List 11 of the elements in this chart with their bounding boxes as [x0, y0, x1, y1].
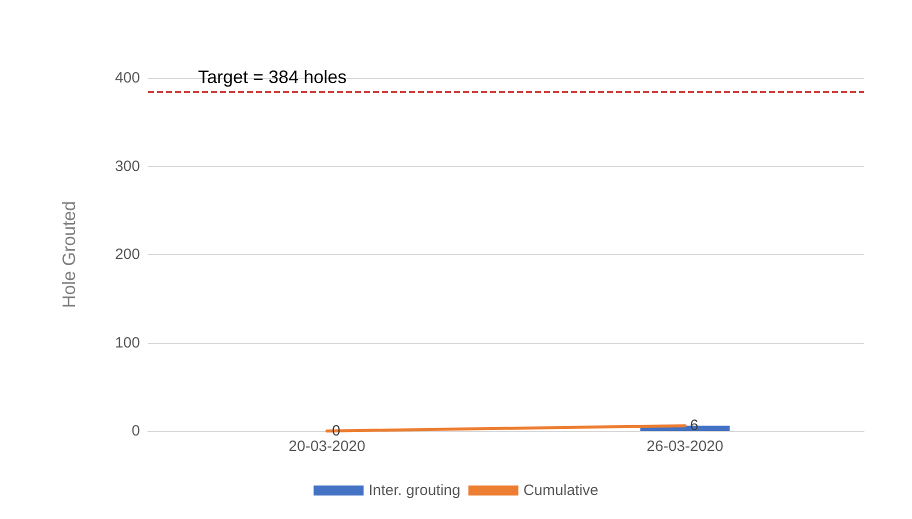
legend-label: Cumulative — [523, 482, 598, 499]
y-tick-label: 400 — [114, 70, 140, 86]
ref-line-label: Target = 384 holes — [198, 67, 347, 88]
y-axis-title: Hole Grouted — [59, 200, 79, 308]
y-tick-label: 100 — [114, 334, 140, 352]
y-tick-label: 0 — [132, 422, 140, 440]
x-tick-label: 26-03-2020 — [646, 438, 724, 455]
y-tick-label: 300 — [114, 158, 140, 175]
legend-label: Inter. grouting — [368, 482, 460, 499]
x-tick-label: 20-03-2020 — [288, 438, 366, 455]
y-tick-label: 200 — [114, 246, 140, 263]
